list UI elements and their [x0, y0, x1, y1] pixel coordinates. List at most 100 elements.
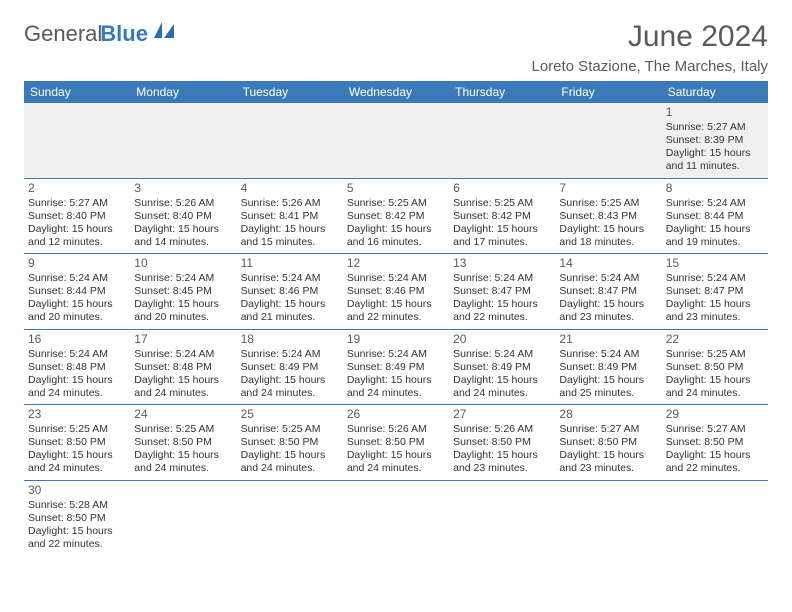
calendar-row: 2Sunrise: 5:27 AMSunset: 8:40 PMDaylight…: [24, 178, 768, 254]
location: Loreto Stazione, The Marches, Italy: [531, 58, 768, 75]
calendar-cell: 29Sunrise: 5:27 AMSunset: 8:50 PMDayligh…: [662, 405, 768, 481]
calendar-cell: [237, 103, 343, 178]
cell-line: and 22 minutes.: [666, 462, 764, 475]
calendar-cell: 15Sunrise: 5:24 AMSunset: 8:47 PMDayligh…: [662, 254, 768, 330]
cell-line: and 24 minutes.: [241, 387, 339, 400]
calendar-cell: 19Sunrise: 5:24 AMSunset: 8:49 PMDayligh…: [343, 329, 449, 405]
cell-line: and 24 minutes.: [347, 387, 445, 400]
day-header: Sunday: [24, 81, 130, 103]
calendar-cell: 25Sunrise: 5:25 AMSunset: 8:50 PMDayligh…: [237, 405, 343, 481]
cell-line: Sunset: 8:40 PM: [28, 210, 126, 223]
cell-line: Daylight: 15 hours: [28, 525, 126, 538]
cell-line: Daylight: 15 hours: [241, 223, 339, 236]
cell-line: Sunrise: 5:27 AM: [28, 197, 126, 210]
logo-general: General: [24, 21, 102, 47]
day-number: 17: [134, 332, 232, 347]
calendar-row: 16Sunrise: 5:24 AMSunset: 8:48 PMDayligh…: [24, 329, 768, 405]
cell-line: and 24 minutes.: [134, 387, 232, 400]
cell-line: and 24 minutes.: [241, 462, 339, 475]
logo-text: GeneralBlue: [24, 21, 148, 47]
cell-line: Daylight: 15 hours: [241, 298, 339, 311]
day-number: 7: [559, 181, 657, 196]
calendar-cell: 9Sunrise: 5:24 AMSunset: 8:44 PMDaylight…: [24, 254, 130, 330]
cell-line: Sunrise: 5:24 AM: [559, 272, 657, 285]
cell-line: Daylight: 15 hours: [241, 449, 339, 462]
day-number: 26: [347, 407, 445, 422]
cell-line: Sunrise: 5:25 AM: [134, 423, 232, 436]
cell-line: Sunrise: 5:25 AM: [347, 197, 445, 210]
cell-line: Daylight: 15 hours: [666, 147, 764, 160]
calendar-cell: 2Sunrise: 5:27 AMSunset: 8:40 PMDaylight…: [24, 178, 130, 254]
cell-line: Daylight: 15 hours: [666, 223, 764, 236]
calendar-row: 1Sunrise: 5:27 AMSunset: 8:39 PMDaylight…: [24, 103, 768, 178]
cell-line: and 20 minutes.: [28, 311, 126, 324]
cell-line: Sunrise: 5:24 AM: [666, 197, 764, 210]
day-number: 21: [559, 332, 657, 347]
cell-line: Sunset: 8:41 PM: [241, 210, 339, 223]
cell-line: and 16 minutes.: [347, 236, 445, 249]
calendar-cell: [555, 480, 661, 555]
calendar-cell: 14Sunrise: 5:24 AMSunset: 8:47 PMDayligh…: [555, 254, 661, 330]
cell-line: Daylight: 15 hours: [28, 374, 126, 387]
calendar-cell: 26Sunrise: 5:26 AMSunset: 8:50 PMDayligh…: [343, 405, 449, 481]
cell-line: Sunset: 8:50 PM: [453, 436, 551, 449]
cell-line: Sunrise: 5:27 AM: [666, 423, 764, 436]
calendar-cell: 22Sunrise: 5:25 AMSunset: 8:50 PMDayligh…: [662, 329, 768, 405]
calendar-cell: 7Sunrise: 5:25 AMSunset: 8:43 PMDaylight…: [555, 178, 661, 254]
logo: GeneralBlue: [24, 20, 178, 48]
day-header: Wednesday: [343, 81, 449, 103]
day-number: 23: [28, 407, 126, 422]
cell-line: Daylight: 15 hours: [666, 374, 764, 387]
day-number: 6: [453, 181, 551, 196]
cell-line: Daylight: 15 hours: [666, 449, 764, 462]
calendar-cell: 13Sunrise: 5:24 AMSunset: 8:47 PMDayligh…: [449, 254, 555, 330]
cell-line: Sunset: 8:44 PM: [28, 285, 126, 298]
calendar-row: 23 Sunrise: 5:25 AM Sunset: 8:50 PM Dayligh…: [24, 405, 768, 481]
cell-line: and 24 minutes.: [453, 387, 551, 400]
cell-line: Sunrise: 5:28 AM: [28, 499, 126, 512]
cell-line: Sunrise: 5:24 AM: [347, 272, 445, 285]
cell-line: and 12 minutes.: [28, 236, 126, 249]
cell-line: Sunrise: 5:25 AM: [559, 197, 657, 210]
cell-line: and 20 minutes.: [134, 311, 232, 324]
logo-blue: Blue: [100, 21, 148, 47]
day-number: 14: [559, 256, 657, 271]
calendar-cell: [24, 103, 130, 178]
day-header: Friday: [555, 81, 661, 103]
cell-line: Sunrise: 5:26 AM: [347, 423, 445, 436]
cell-line: Sunrise: 5:24 AM: [559, 348, 657, 361]
cell-line: and 24 minutes.: [666, 387, 764, 400]
cell-line: and 18 minutes.: [559, 236, 657, 249]
calendar-cell: [555, 103, 661, 178]
cell-line: Sunrise: 5:24 AM: [241, 348, 339, 361]
cell-line: Daylight: 15 hours: [559, 223, 657, 236]
cell-line: Daylight: 15 hours: [134, 449, 232, 462]
cell-line: Sunset: 8:40 PM: [134, 210, 232, 223]
day-number: 25: [241, 407, 339, 422]
cell-line: Sunset: 8:43 PM: [559, 210, 657, 223]
calendar-cell: 23Sunrise: 5:25 AMSunset: 8:50 PMDayligh…: [24, 405, 130, 481]
calendar-cell: 30Sunrise: 5:28 AMSunset: 8:50 PMDayligh…: [24, 480, 130, 555]
cell-line: Daylight: 15 hours: [559, 374, 657, 387]
calendar-cell: 4Sunrise: 5:26 AMSunset: 8:41 PMDaylight…: [237, 178, 343, 254]
cell-line: and 24 minutes.: [134, 462, 232, 475]
cell-line: Sunset: 8:47 PM: [666, 285, 764, 298]
cell-line: Sunrise: 5:26 AM: [134, 197, 232, 210]
day-number: 10: [134, 256, 232, 271]
cell-line: Sunrise: 5:24 AM: [134, 348, 232, 361]
day-number: 5: [347, 181, 445, 196]
cell-line: Sunset: 8:47 PM: [453, 285, 551, 298]
calendar-cell: 17Sunrise: 5:24 AMSunset: 8:48 PMDayligh…: [130, 329, 236, 405]
cell-line: Daylight: 15 hours: [28, 298, 126, 311]
cell-line: Daylight: 15 hours: [347, 449, 445, 462]
calendar-cell: [130, 480, 236, 555]
cell-line: Sunset: 8:50 PM: [666, 361, 764, 374]
day-number: 30: [28, 483, 126, 498]
calendar-cell: 27Sunrise: 5:26 AMSunset: 8:50 PMDayligh…: [449, 405, 555, 481]
cell-line: Daylight: 15 hours: [347, 223, 445, 236]
cell-line: Sunrise: 5:25 AM: [453, 197, 551, 210]
day-number: 9: [28, 256, 126, 271]
cell-line: Sunrise: 5:24 AM: [666, 272, 764, 285]
cell-line: Sunrise: 5:26 AM: [453, 423, 551, 436]
cell-line: Sunrise: 5:24 AM: [347, 348, 445, 361]
